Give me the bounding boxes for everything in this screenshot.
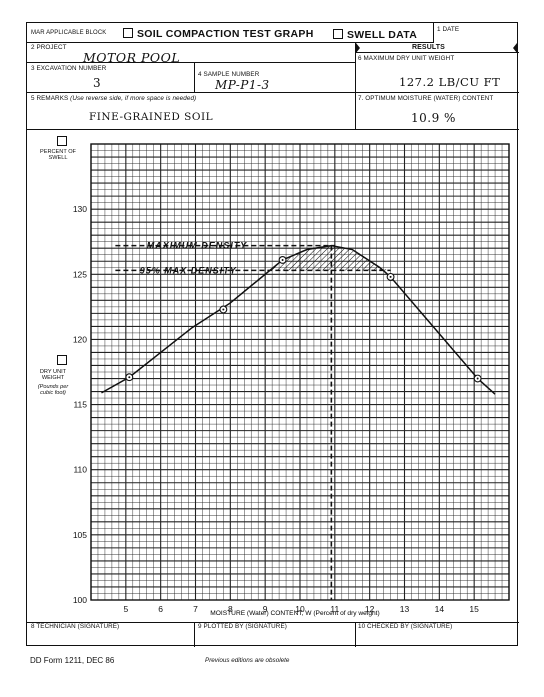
hatched-zone (268, 245, 391, 271)
data-point-center (476, 377, 479, 380)
date-label: 1 DATE (437, 26, 460, 33)
compaction-chart: MAXIMUM DENSITY 95% MAX DENSITY 5 6 7 8 9 10 11… (73, 143, 510, 617)
y-tick-label: 130 (73, 204, 87, 214)
max-dry-label: 6 MAXIMUM DRY UNIT WEIGHT (358, 55, 455, 62)
plotted-cell (195, 622, 356, 647)
annotation-label: 95% MAX DENSITY (140, 265, 237, 275)
excavation-label: 3 EXCAVATION NUMBER (31, 65, 107, 72)
dry-unit-note: (Pounds per cubic foot) (37, 384, 69, 397)
results-label: RESULTS (412, 44, 445, 51)
swell-checkbox[interactable] (333, 29, 343, 39)
y-tick-label: 125 (73, 269, 87, 279)
remarks-label: 5 REMARKS (31, 95, 69, 102)
title-cell (27, 23, 434, 43)
project-cell (27, 43, 356, 63)
curve-annotations: MAXIMUM DENSITY 95% MAX DENSITY (140, 241, 248, 276)
compaction-title: SOIL COMPACTION TEST GRAPH (137, 28, 314, 40)
plot-frame (90, 143, 510, 601)
opt-moist-value: 10.9 % (411, 111, 456, 125)
checked-cell (356, 622, 519, 647)
max-dry-cell (356, 53, 519, 93)
compaction-checkbox[interactable] (123, 28, 133, 38)
dry-unit-label: DRY UNIT WEIGHT (39, 369, 67, 382)
x-tick-label: 15 (469, 604, 479, 614)
compaction-curve (101, 244, 496, 395)
x-tick-label: 5 (123, 604, 128, 614)
x-axis-label: MOISTURE (Water) CONTENT, W (Percent of … (210, 610, 379, 617)
data-point-center (128, 376, 131, 379)
x-tick-label: 12 (365, 604, 375, 614)
excavation-value: 3 (93, 76, 102, 90)
x-tick-label: 11 (330, 604, 339, 614)
data-point-center (222, 308, 225, 311)
technician-label: 8 TECHNICIAN (Signature) (31, 623, 120, 630)
results-right-arrow (513, 43, 517, 53)
opt-moist-cell (356, 93, 519, 130)
swell-title: SWELL DATA (347, 29, 418, 41)
sample-label: 4 SAMPLE NUMBER (198, 71, 260, 78)
curve-line (101, 244, 496, 395)
y-tick-label: 115 (73, 400, 87, 410)
x-tick-label: 13 (400, 604, 410, 614)
y-tick-label: 120 (73, 334, 87, 344)
reference-lines (115, 244, 391, 600)
checked-label: 10 CHECKED BY (Signature) (358, 623, 453, 630)
excavation-cell (27, 63, 195, 93)
y-tick-label: 110 (73, 465, 87, 475)
mark-label: Mar applicable block (31, 30, 107, 36)
annotation-label: MAXIMUM DENSITY (147, 241, 248, 251)
remarks-cell (27, 93, 356, 130)
x-tick-label: 14 (435, 604, 445, 614)
obsolete-note: Previous editions are obsolete (205, 657, 290, 664)
max-dry-value: 127.2 LB/CU FT (399, 75, 501, 89)
technician-cell (27, 622, 195, 647)
data-point-center (389, 275, 392, 278)
compaction-form: Mar applicable block SOIL COMPACTION TES… (26, 22, 519, 647)
sample-value: MP-P1-3 (215, 78, 270, 92)
y-tick-label: 105 (73, 530, 87, 540)
dry-unit-checkbox[interactable] (57, 355, 67, 365)
remarks-value: FINE-GRAINED SOIL (89, 111, 214, 123)
project-label: 2 PROJECT (31, 44, 67, 51)
x-tick-label: 9 (263, 604, 268, 614)
density-zone (268, 245, 391, 271)
results-header (356, 43, 519, 53)
data-point-center (281, 258, 284, 261)
sample-cell (195, 63, 356, 93)
remarks-label-wrap: 5 REMARKS (Use reverse side, if more spa… (31, 95, 196, 102)
plotted-label: 9 PLOTTED BY (Signature) (198, 623, 287, 630)
chart-grid (90, 143, 510, 601)
data-markers (125, 256, 482, 383)
project-value: MOTOR POOL (83, 50, 181, 65)
percent-swell-label: PERCENT OF SWELL (40, 149, 76, 162)
results-left-arrow (356, 43, 360, 53)
x-tick-label: 8 (228, 604, 233, 614)
percent-swell-checkbox[interactable] (57, 136, 67, 146)
x-tick-label: 7 (193, 604, 198, 614)
x-tick-label: 10 (295, 604, 305, 614)
tick-labels: 5 6 7 8 9 10 11 12 13 14 15 100 105 110 115 120 125 130 (73, 204, 479, 614)
remarks-note: (Use reverse side, if more space is need… (70, 95, 197, 102)
x-tick-label: 6 (158, 604, 163, 614)
opt-moist-label: 7. OPTIMUM MOISTURE (Water) CONTENT (358, 95, 494, 102)
y-tick-label: 100 (73, 595, 87, 605)
form-number: DD Form 1211, DEC 86 (30, 656, 115, 665)
